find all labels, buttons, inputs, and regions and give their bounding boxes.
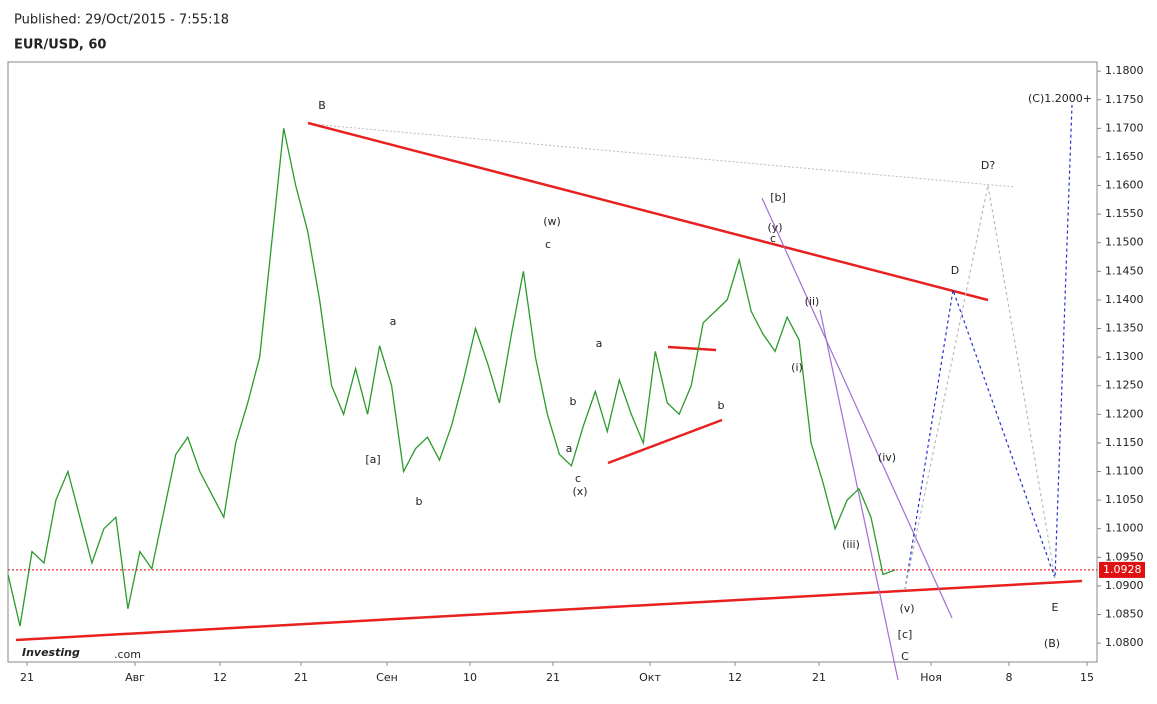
y-tick-label: 1.0800 — [1105, 636, 1144, 649]
y-tick-label: 1.1500 — [1105, 236, 1144, 249]
wave-label: [b] — [770, 191, 786, 204]
y-tick-label: 1.1750 — [1105, 93, 1144, 106]
wave-label: a — [566, 442, 573, 455]
wave-label: (w) — [543, 215, 561, 228]
x-tick-label: 12 — [213, 671, 227, 684]
x-tick-label: 21 — [812, 671, 826, 684]
projection — [904, 184, 1056, 591]
x-tick-label: Окт — [639, 671, 661, 684]
last-price-label: 1.0928 — [1103, 563, 1142, 576]
wave-label: (ii) — [805, 295, 820, 308]
wave-label: [a] — [365, 453, 380, 466]
wave-label: D — [951, 264, 959, 277]
x-tick-label: 21 — [546, 671, 560, 684]
trendline — [607, 418, 723, 465]
y-tick-label: 1.1250 — [1105, 379, 1144, 392]
wave-label: D? — [981, 159, 995, 172]
x-tick-label: Сен — [376, 671, 398, 684]
wave-label: (v) — [899, 602, 914, 615]
wave-label: (iii) — [842, 538, 860, 551]
channel — [819, 309, 899, 681]
y-tick-label: 1.1350 — [1105, 322, 1144, 335]
wave-label: c — [575, 472, 581, 485]
y-tick-label: 1.1400 — [1105, 293, 1144, 306]
y-tick-label: 1.1800 — [1105, 64, 1144, 77]
wave-label: C — [901, 650, 909, 663]
y-tick-label: 1.1450 — [1105, 264, 1144, 277]
wave-label: b — [718, 399, 725, 412]
wave-label: c — [770, 232, 776, 245]
y-tick-label: 1.1050 — [1105, 493, 1144, 506]
wave-label: b — [570, 395, 577, 408]
y-tick-label: 1.1000 — [1105, 522, 1144, 535]
x-tick-label: 10 — [463, 671, 477, 684]
wave-label: B — [318, 99, 326, 112]
y-tick-label: 1.1100 — [1105, 465, 1144, 478]
published: Published: 29/Oct/2015 - 7:55:18 — [14, 13, 229, 28]
wave-label: c — [545, 238, 551, 251]
wave-label: (y) — [767, 221, 782, 234]
wave-label: a — [596, 337, 603, 350]
y-tick-label: 1.1700 — [1105, 121, 1144, 134]
x-tick-label: 15 — [1080, 671, 1094, 684]
symbol: EUR/USD, 60 — [14, 38, 106, 53]
wave-label: (i) — [791, 361, 803, 374]
wave-label: b — [416, 495, 423, 508]
x-tick-label: 12 — [728, 671, 742, 684]
x-tick-label: Авг — [125, 671, 145, 684]
last-price-box — [1099, 561, 1145, 578]
y-tick-label: 1.0950 — [1105, 550, 1144, 563]
trendline — [307, 121, 989, 302]
y-tick-label: 1.1200 — [1105, 407, 1144, 420]
wave-label: E — [1052, 601, 1059, 614]
projection — [904, 104, 1073, 591]
price-line — [7, 128, 896, 627]
y-tick-label: 1.0850 — [1105, 608, 1144, 621]
x-tick-label: 8 — [1006, 671, 1013, 684]
y-tick-label: 1.1550 — [1105, 207, 1144, 220]
trendline — [15, 579, 1083, 642]
y-tick-label: 1.0900 — [1105, 579, 1144, 592]
y-tick-label: 1.1300 — [1105, 350, 1144, 363]
wave-label: (B) — [1044, 637, 1060, 650]
wave-label: (C)1.2000+ — [1028, 92, 1092, 105]
y-tick-label: 1.1600 — [1105, 179, 1144, 192]
x-tick-label: 21 — [294, 671, 308, 684]
wave-label: [c] — [898, 628, 913, 641]
wave-label: (x) — [572, 485, 587, 498]
x-tick-label: 21 — [20, 671, 34, 684]
wave-label: a — [390, 315, 397, 328]
x-tick-label: Ноя — [920, 671, 942, 684]
logo-brand: Investing — [22, 646, 80, 659]
wave-label: (iv) — [878, 451, 896, 464]
y-tick-label: 1.1150 — [1105, 436, 1144, 449]
y-tick-label: 1.1650 — [1105, 150, 1144, 163]
logo-suffix: .com — [114, 648, 141, 661]
trendline — [667, 345, 717, 352]
drawings — [15, 104, 1083, 681]
channel — [761, 197, 953, 619]
